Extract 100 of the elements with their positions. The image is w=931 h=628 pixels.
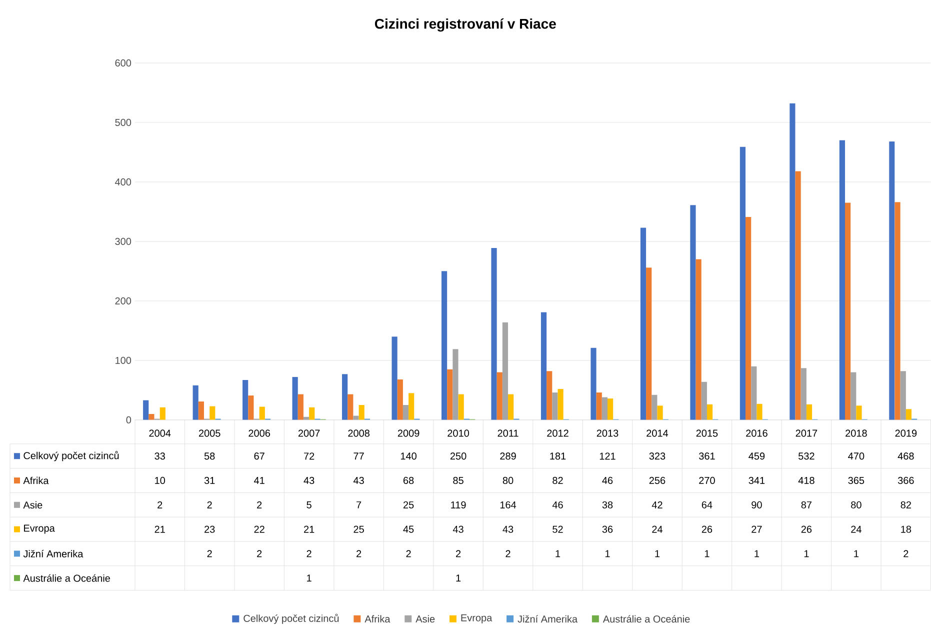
legend-label: Celkový počet cizinců xyxy=(24,451,119,462)
bar xyxy=(358,405,364,420)
text: Asie xyxy=(416,615,435,623)
bar xyxy=(894,202,900,420)
data-label: 43 xyxy=(353,477,364,484)
data-label: 2 xyxy=(207,550,212,558)
data-label: 181 xyxy=(550,452,566,460)
legend-label: Jižní Amerika xyxy=(23,550,84,558)
data-label: 341 xyxy=(748,477,765,484)
bar xyxy=(746,217,752,420)
data-label: 1 xyxy=(556,550,560,558)
data-label: 46 xyxy=(552,501,563,508)
data-label: 36 xyxy=(602,526,613,533)
data-label: 68 xyxy=(403,477,414,484)
data-label: 2 xyxy=(257,501,262,508)
y-tick-label: 300 xyxy=(115,238,132,246)
data-label: 23 xyxy=(204,526,215,533)
bar xyxy=(590,348,596,420)
data-label: 25 xyxy=(354,526,364,533)
data-label: 1 xyxy=(655,550,660,558)
legend-label: Austrálie a Oceánie xyxy=(602,615,690,623)
data-label: 2 xyxy=(456,550,461,558)
data-label: 270 xyxy=(699,477,715,484)
legend-label: Afrika xyxy=(23,476,49,484)
bar xyxy=(839,140,845,420)
y-tick-label: 400 xyxy=(115,178,132,186)
bar xyxy=(198,402,204,420)
data-label: 323 xyxy=(649,452,666,460)
data-label: 24 xyxy=(652,526,662,533)
data-label: 1 xyxy=(804,550,809,558)
bar xyxy=(640,228,646,420)
data-label: 41 xyxy=(254,477,264,484)
bar xyxy=(795,171,801,420)
data-label: 52 xyxy=(552,526,563,533)
data-label: 2 xyxy=(257,550,262,558)
x-tick-label: 2013 xyxy=(596,430,618,437)
bar xyxy=(408,393,414,420)
data-label: 27 xyxy=(752,526,762,533)
bar xyxy=(690,205,696,420)
data-label: 119 xyxy=(451,501,466,508)
data-label: 42 xyxy=(652,501,662,508)
bar xyxy=(906,409,912,420)
bar xyxy=(900,371,906,420)
data-label: 77 xyxy=(354,452,364,460)
bar xyxy=(292,377,298,420)
data-label: 85 xyxy=(453,477,464,484)
x-tick-label: 2014 xyxy=(646,430,668,437)
data-label: 43 xyxy=(452,526,464,533)
x-tick-label: 2006 xyxy=(248,430,270,437)
x-tick-label: 2015 xyxy=(696,430,718,437)
x-tick-label: 2010 xyxy=(448,430,470,437)
x-tick-label: 2012 xyxy=(547,430,568,437)
bar xyxy=(540,312,547,420)
data-label: 64 xyxy=(702,501,712,508)
x-tick-label: 2017 xyxy=(796,430,818,437)
data-label: 164 xyxy=(500,501,516,508)
data-label: 121 xyxy=(600,452,616,460)
x-tick-label: 2007 xyxy=(298,430,320,437)
data-label: 38 xyxy=(602,501,613,508)
bar xyxy=(756,404,762,420)
bar xyxy=(452,349,458,420)
data-label: 33 xyxy=(154,452,165,460)
bar xyxy=(392,336,398,420)
text: Celkový počet cizinců xyxy=(244,614,339,624)
data-label: 82 xyxy=(552,477,563,484)
data-label: 10 xyxy=(155,477,166,484)
data-label: 365 xyxy=(848,477,864,484)
data-label: 46 xyxy=(602,477,613,484)
data-label: 1 xyxy=(704,550,710,558)
data-label: 7 xyxy=(356,502,362,508)
data-label: 1 xyxy=(854,550,858,558)
bar xyxy=(751,366,757,420)
bar xyxy=(701,382,707,420)
text: Jižní Amerika xyxy=(518,615,578,623)
data-label: 58 xyxy=(204,452,215,460)
bar xyxy=(148,414,154,420)
data-label: 459 xyxy=(748,452,765,460)
data-label: 26 xyxy=(702,526,712,533)
data-label: 2 xyxy=(306,550,312,558)
bar xyxy=(546,371,552,420)
bar xyxy=(143,400,149,420)
bar xyxy=(646,268,652,420)
bar xyxy=(508,394,514,420)
bar xyxy=(806,404,812,420)
data-label: 45 xyxy=(403,526,414,533)
bar xyxy=(696,259,702,420)
bar xyxy=(259,406,265,420)
bar xyxy=(248,396,254,420)
data-label: 418 xyxy=(798,477,814,484)
data-label: 1 xyxy=(456,574,461,582)
data-label: 5 xyxy=(306,501,312,508)
bar xyxy=(502,322,508,420)
data-label: 24 xyxy=(851,526,862,533)
bar xyxy=(298,394,304,420)
bar xyxy=(790,104,796,420)
x-tick-label: 2018 xyxy=(846,430,867,437)
x-tick-label: 2005 xyxy=(198,430,220,437)
text: Afrika xyxy=(364,615,390,623)
bar xyxy=(402,405,409,420)
text: Austrálie a Oceánie xyxy=(23,574,110,582)
